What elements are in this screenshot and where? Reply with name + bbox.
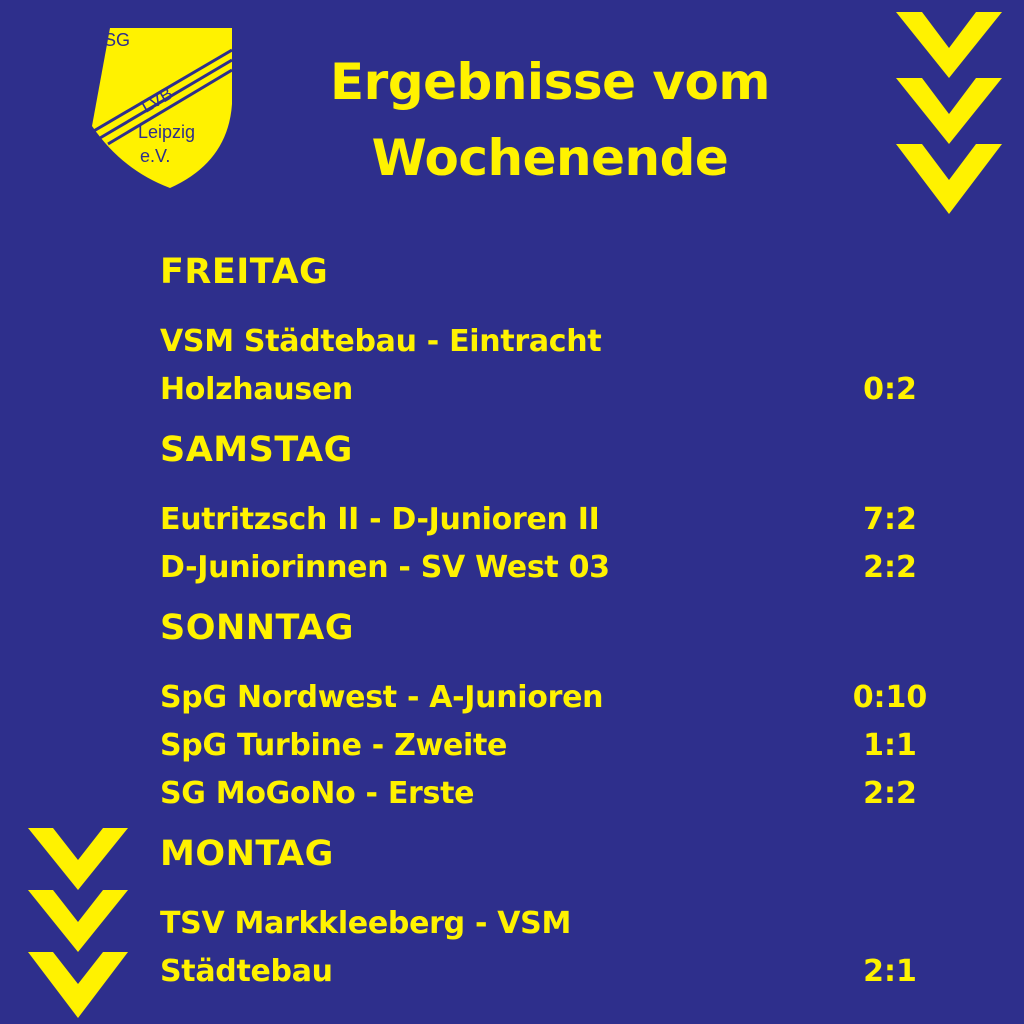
match-score: 2:1	[863, 954, 917, 989]
logo-ev-text: e.V.	[140, 146, 170, 166]
match-teams: D-Juniorinnen - SV West 03	[160, 550, 610, 585]
chevron-down-icon	[28, 890, 128, 952]
match-row: SpG Turbine - Zweite 1:1	[160, 722, 960, 770]
match-score: 0:10	[852, 680, 928, 715]
day-heading-sunday: SONNTAG	[160, 608, 355, 648]
match-teams: SpG Nordwest - A-Junioren	[160, 680, 604, 715]
title-line-1: Ergebnisse vom	[330, 53, 770, 111]
match-row: VSM Städtebau - Eintracht Holzhausen 0:2	[160, 318, 960, 414]
match-row: SpG Nordwest - A-Junioren 0:10	[160, 674, 960, 722]
match-score: 2:2	[863, 550, 917, 585]
match-score: 7:2	[863, 502, 917, 537]
chevron-down-icon	[28, 952, 128, 1018]
logo-shield	[92, 28, 232, 188]
page-title: Ergebnisse vom Wochenende	[250, 44, 850, 196]
match-teams: SpG Turbine - Zweite	[160, 728, 508, 763]
match-teams: VSM Städtebau - Eintracht Holzhausen	[160, 324, 602, 407]
match-teams: TSV Markkleeberg - VSM Städtebau	[160, 906, 572, 989]
match-teams: Eutritzsch II - D-Junioren II	[160, 502, 600, 537]
match-row: D-Juniorinnen - SV West 03 2:2	[160, 544, 960, 592]
match-row: TSV Markkleeberg - VSM Städtebau 2:1	[160, 900, 960, 996]
match-score: 0:2	[863, 372, 917, 407]
match-row: SG MoGoNo - Erste 2:2	[160, 770, 960, 818]
chevron-down-icon	[28, 828, 128, 890]
title-line-2: Wochenende	[371, 129, 729, 187]
day-heading-saturday: SAMSTAG	[160, 430, 353, 470]
chevron-down-icon	[896, 144, 1002, 214]
day-heading-friday: FREITAG	[160, 252, 329, 292]
club-logo: SG LVB Leipzig e.V.	[91, 28, 232, 188]
chevron-down-icon	[896, 12, 1002, 78]
day-heading-monday: MONTAG	[160, 834, 334, 874]
chevrons-top-right	[896, 12, 1002, 214]
logo-sg-text: SG	[104, 30, 130, 50]
chevrons-bottom-left	[28, 828, 128, 1018]
match-score: 1:1	[863, 728, 917, 763]
match-row: Eutritzsch II - D-Junioren II 7:2	[160, 496, 960, 544]
logo-leipzig-text: Leipzig	[138, 122, 195, 142]
chevron-down-icon	[896, 78, 1002, 144]
match-score: 2:2	[863, 776, 917, 811]
match-teams: SG MoGoNo - Erste	[160, 776, 475, 811]
